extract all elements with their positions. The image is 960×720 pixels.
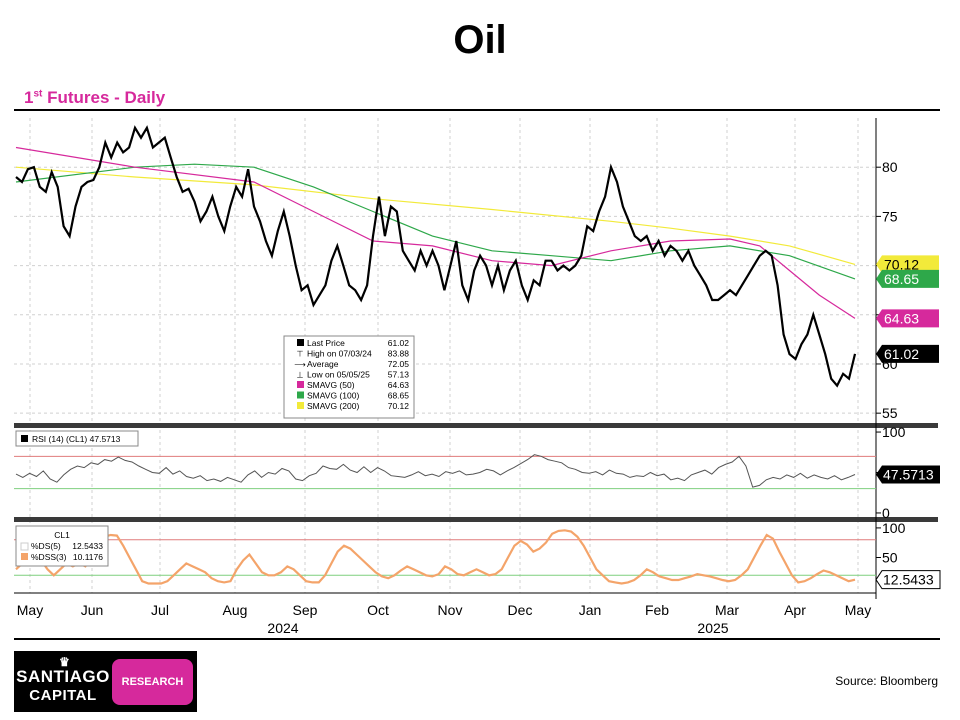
page-title: Oil bbox=[453, 18, 507, 62]
panel-divider bbox=[14, 423, 938, 428]
rsi-tick-label: 100 bbox=[882, 424, 906, 440]
top-rule bbox=[14, 109, 940, 111]
x-year-label: 2024 bbox=[267, 620, 298, 636]
x-tick-label: Feb bbox=[645, 602, 669, 618]
stoch-tag-label: 12.5433 bbox=[883, 572, 934, 588]
value-tag-label: 61.02 bbox=[884, 346, 919, 362]
legend-label: SMAVG (100) bbox=[307, 391, 359, 401]
value-tag: 70.12 bbox=[876, 255, 939, 274]
bottom-rule bbox=[14, 638, 940, 640]
rsi-value-tag: 47.5713 bbox=[876, 465, 940, 484]
x-year-label: 2025 bbox=[697, 620, 728, 636]
x-tick-label: Dec bbox=[508, 602, 533, 618]
price-series-line bbox=[15, 166, 856, 265]
legend-swatch bbox=[297, 391, 304, 399]
stoch-tag-box bbox=[875, 570, 941, 590]
rsi-legend: RSI (14) (CL1) 47.5713 bbox=[15, 430, 139, 447]
source-note: Source: Bloomberg bbox=[835, 674, 938, 688]
legend-label: Average bbox=[307, 359, 339, 369]
crown-icon: ♛ bbox=[59, 655, 70, 669]
value-tag-label: 70.12 bbox=[884, 256, 919, 272]
rsi-legend-label: RSI (14) (CL1) 47.5713 bbox=[32, 434, 121, 444]
legend-value: 61.02 bbox=[388, 338, 410, 348]
stoch-legend: CL1%DS(5) 12.5433 %DSS(3) 10.1176 bbox=[15, 525, 109, 567]
stoch-legend-box bbox=[15, 525, 109, 567]
legend-swatch bbox=[297, 339, 304, 346]
legend-value: 83.88 bbox=[388, 349, 410, 359]
x-tick-label: Mar bbox=[715, 602, 739, 618]
legend-value: 72.05 bbox=[388, 359, 410, 369]
price-tick-label: 55 bbox=[882, 405, 898, 421]
stoch-tick-label: 100 bbox=[882, 520, 906, 536]
price-series-line bbox=[15, 125, 857, 388]
value-tag-label: 64.63 bbox=[884, 310, 919, 326]
value-tag-box bbox=[876, 269, 939, 288]
value-tag: 64.63 bbox=[876, 309, 939, 328]
x-tick-label: Nov bbox=[438, 602, 463, 618]
legend-label: Last Price bbox=[307, 338, 345, 348]
logo-line1: SANTIAGO bbox=[16, 667, 110, 686]
legend-label: SMAVG (50) bbox=[307, 380, 355, 390]
subtitle-sup: st bbox=[33, 88, 43, 100]
legend-value: 64.63 bbox=[388, 380, 410, 390]
legend-box bbox=[283, 335, 415, 419]
x-tick-label: Jun bbox=[81, 602, 104, 618]
subtitle-rest: Futures - Daily bbox=[42, 88, 166, 107]
stoch-legend-label: %DS(5) bbox=[31, 541, 61, 551]
stoch-legend-swatch bbox=[20, 542, 29, 551]
stoch-series-line bbox=[15, 529, 856, 585]
price-tick-label: 80 bbox=[882, 159, 898, 175]
legend-marker-icon: ⟶ bbox=[294, 360, 306, 369]
price-series-line bbox=[15, 146, 856, 319]
rsi-legend-swatch bbox=[21, 435, 28, 442]
price-legend: Last Price 61.02 ⊤ High on 07/03/24 83.88 ⟶ Av… bbox=[283, 335, 415, 419]
price-series-line bbox=[15, 163, 856, 280]
stoch-tick-label: 50 bbox=[882, 550, 898, 566]
x-tick-label: Oct bbox=[367, 602, 389, 618]
chart-subtitle: 1st Futures - Daily bbox=[24, 88, 165, 108]
legend-label: Low on 05/05/25 bbox=[307, 370, 370, 380]
x-tick-label: Jan bbox=[579, 602, 602, 618]
x-tick-label: Aug bbox=[223, 602, 248, 618]
value-tag: 68.65 bbox=[876, 269, 939, 288]
x-tick-label: Apr bbox=[784, 602, 806, 618]
stoch-legend-value: 10.1176 bbox=[73, 552, 103, 562]
value-tag-box bbox=[876, 255, 939, 274]
legend-swatch bbox=[297, 402, 304, 409]
legend-value: 70.12 bbox=[388, 401, 410, 411]
rsi-legend-box bbox=[15, 430, 139, 447]
x-tick-label: May bbox=[17, 602, 43, 618]
panel-divider bbox=[14, 517, 938, 522]
santiago-capital-logo: ♛ SANTIAGO CAPITAL RESEARCH bbox=[14, 651, 197, 712]
logo-line2: CAPITAL bbox=[29, 687, 97, 704]
price-tick-label: 75 bbox=[882, 208, 898, 224]
stoch-value-tag: 12.5433 bbox=[875, 570, 941, 590]
legend-label: SMAVG (200) bbox=[307, 401, 359, 411]
value-tag-box bbox=[876, 344, 939, 363]
stoch-legend-label: CL1 bbox=[54, 530, 70, 540]
legend-value: 68.65 bbox=[388, 391, 410, 401]
legend-value: 57.13 bbox=[388, 370, 410, 380]
rsi-tag-box bbox=[876, 465, 940, 484]
logo-wordmark: ♛ SANTIAGO CAPITAL bbox=[14, 651, 112, 712]
stoch-legend-label: %DSS(3) bbox=[31, 552, 67, 562]
stoch-legend-value: 12.5433 bbox=[72, 541, 103, 551]
legend-marker-icon: ⊥ bbox=[297, 371, 304, 380]
rsi-series-line bbox=[15, 454, 856, 488]
logo-research-badge: RESEARCH bbox=[112, 659, 193, 705]
legend-swatch bbox=[297, 381, 304, 388]
x-tick-label: May bbox=[845, 602, 871, 618]
rsi-tag-label: 47.5713 bbox=[883, 466, 934, 482]
legend-marker-icon: ⊤ bbox=[297, 350, 304, 359]
rsi-tick-label: 0 bbox=[882, 505, 890, 521]
legend-label: High on 07/03/24 bbox=[307, 349, 372, 359]
subtitle-prefix: 1 bbox=[24, 88, 34, 107]
value-tag-label: 68.65 bbox=[884, 271, 919, 287]
value-tag: 61.02 bbox=[876, 344, 939, 363]
x-tick-label: Sep bbox=[293, 602, 318, 618]
value-tag-box bbox=[876, 309, 939, 328]
x-tick-label: Jul bbox=[151, 602, 169, 618]
stoch-legend-swatch bbox=[21, 553, 28, 560]
